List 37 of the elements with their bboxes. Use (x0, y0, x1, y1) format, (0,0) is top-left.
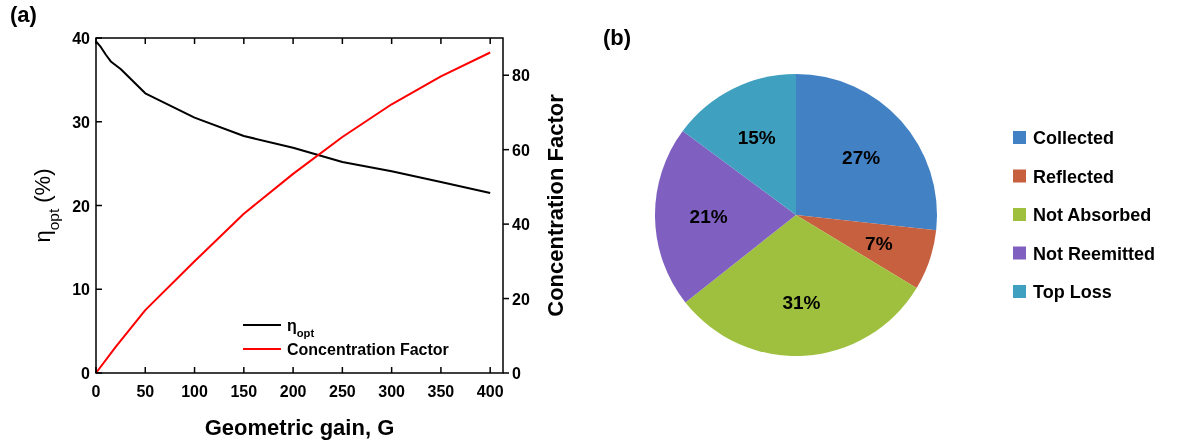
data-label: 21% (689, 206, 728, 228)
y2-tick-label: 60 (512, 141, 530, 159)
data-label: 15% (737, 126, 776, 148)
x-tick-label: 300 (378, 383, 406, 400)
y-tick-label: 40 (72, 30, 91, 47)
data-label: 31% (782, 292, 821, 314)
legend-label: Reflected (1033, 166, 1115, 187)
legend-label: Top Loss (1033, 282, 1112, 302)
legend-label: Collected (1033, 128, 1115, 148)
legend-label: η$_{opt}$ (287, 317, 315, 339)
y-tick-label: 10 (72, 281, 91, 299)
legend-label: Concentration Factor (287, 341, 449, 358)
x-tick-label: 150 (230, 383, 258, 400)
y-tick-label: 0 (81, 365, 91, 382)
y2-tick-label: 0 (512, 365, 521, 382)
pie-slice (796, 74, 937, 231)
pie-slice (796, 215, 937, 289)
x-tick-label: 400 (476, 383, 504, 400)
x-tick-label: 200 (279, 383, 307, 400)
chart-title: (a) (10, 2, 37, 27)
y-tick-label: 20 (72, 197, 91, 215)
x-axis-title: Geometric gain, G (204, 415, 395, 440)
x-tick-label: 50 (136, 383, 155, 400)
y2-tick-label: 20 (512, 290, 530, 308)
chart-title: (b) (603, 25, 632, 50)
y-tick-label: 30 (72, 113, 91, 131)
x-tick-label: 350 (427, 383, 455, 400)
line-series (95, 51, 492, 374)
x-tick-label: 100 (181, 383, 208, 400)
y2-tick-label: 40 (512, 216, 530, 234)
legend-label: Not Absorbed (1033, 205, 1152, 225)
x-tick-label: 250 (329, 383, 356, 400)
legend-label: Not Reemitted (1033, 243, 1156, 264)
y2-axis-title: Concentration Factor (543, 93, 568, 317)
data-label: 27% (842, 146, 881, 168)
y2-tick-label: 80 (512, 67, 530, 85)
data-label: 7% (865, 233, 893, 255)
